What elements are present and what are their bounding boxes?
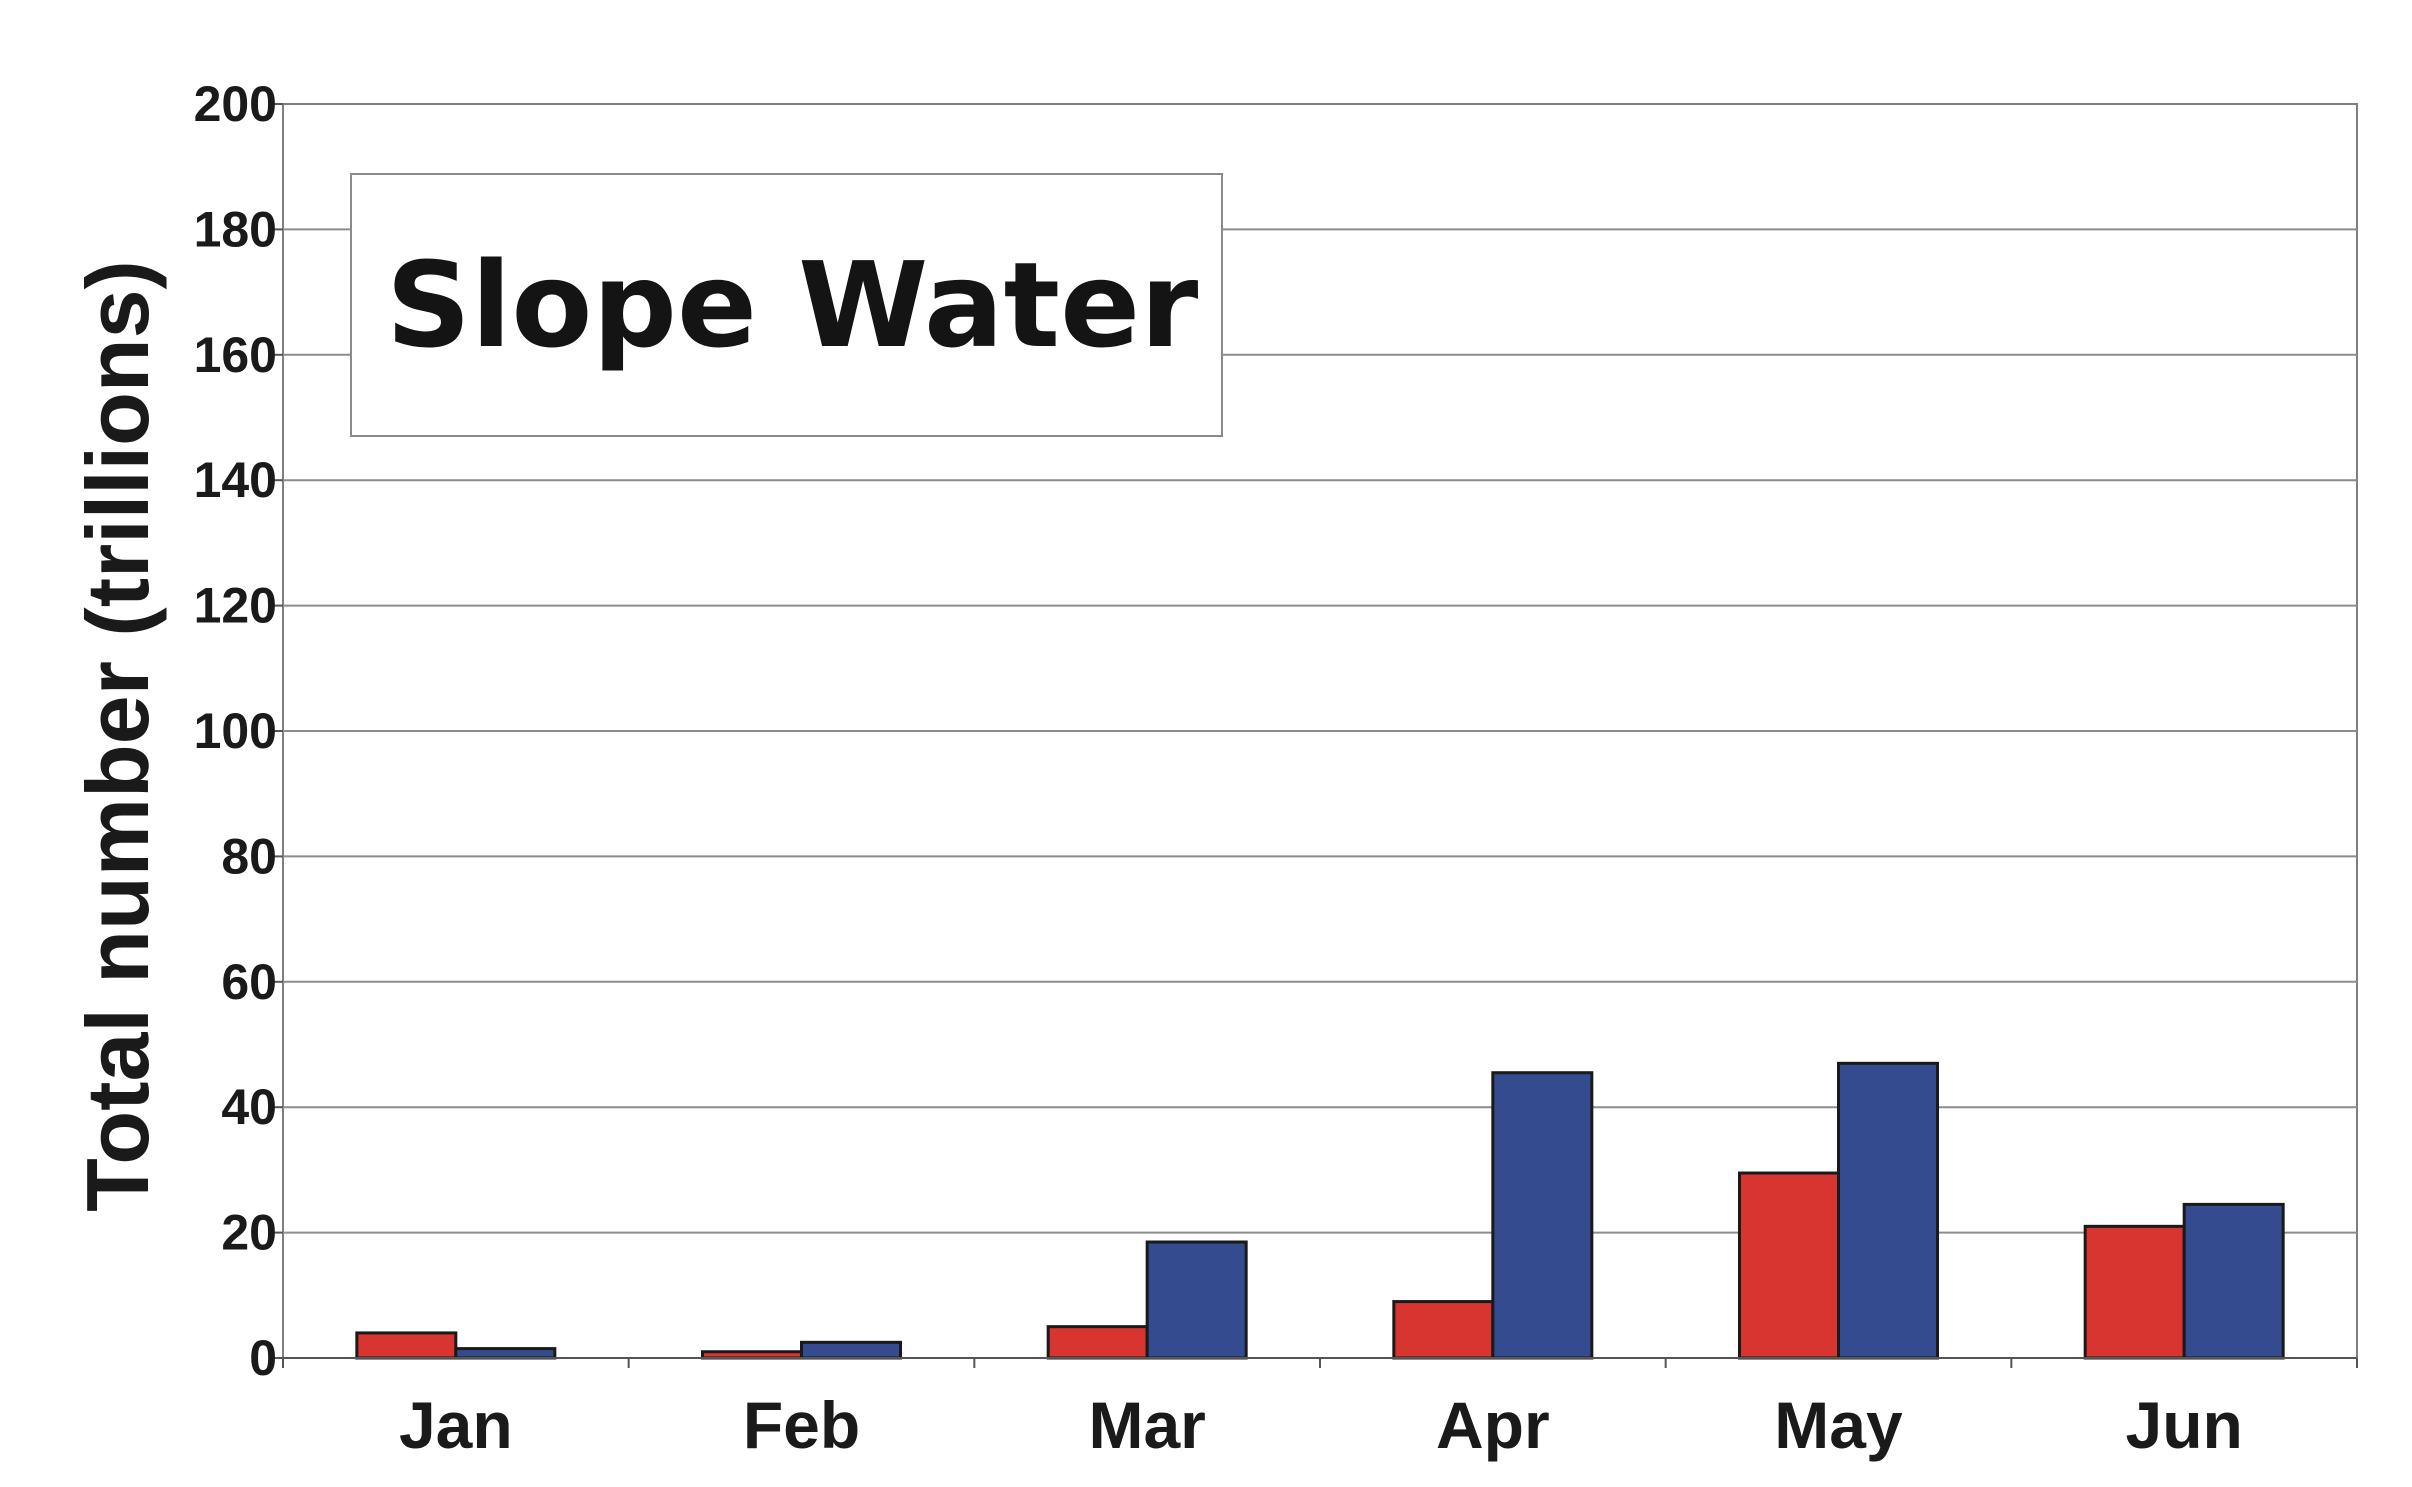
y-tick-label: 140: [194, 452, 277, 508]
bar-may-series-2: [1837, 1061, 1939, 1360]
chart-title: Slope Water: [386, 236, 1198, 374]
bar-mar-series-1: [1046, 1325, 1149, 1360]
x-axis-ticks: Jan Feb Mar Apr May Jun: [282, 1358, 2358, 1462]
y-tick-label: 100: [194, 703, 277, 759]
bar-feb-series-2: [800, 1340, 902, 1360]
title-box: Slope Water: [350, 173, 1223, 437]
bar-jun-series-2: [2182, 1202, 2285, 1360]
bar-jun-series-1: [2083, 1224, 2186, 1360]
x-tick-label: Mar: [1088, 1388, 1205, 1462]
y-tick-label: 160: [194, 327, 277, 383]
bars: [355, 1061, 2285, 1360]
bar-mar-series-2: [1145, 1240, 1248, 1360]
y-tick-label: 0: [249, 1330, 277, 1386]
x-tick-label: May: [1774, 1388, 1903, 1462]
y-tick-label: 80: [221, 828, 277, 884]
y-axis-title: Total number (trillions): [68, 260, 167, 1212]
y-tick-label: 40: [221, 1079, 277, 1135]
x-tick-label: Apr: [1436, 1388, 1550, 1462]
y-axis-ticks: 0 20 40 60 80 100 120 140 160 180 200: [194, 76, 283, 1386]
bar-jan-series-1: [355, 1331, 458, 1360]
y-tick-label: 200: [194, 76, 277, 132]
y-tick-label: 120: [194, 578, 277, 634]
bar-apr-series-2: [1491, 1071, 1594, 1360]
y-tick-label: 20: [221, 1205, 277, 1261]
x-tick-label: Jun: [2125, 1388, 2242, 1462]
bar-jan-series-2: [454, 1347, 557, 1360]
y-tick-label: 180: [194, 201, 277, 257]
x-tick-label: Jan: [399, 1388, 513, 1462]
y-tick-label: 60: [221, 954, 277, 1010]
x-tick-label: Feb: [743, 1388, 860, 1462]
title-box-frame: [350, 173, 1223, 437]
bar-may-series-1: [1738, 1171, 1840, 1360]
bar-apr-series-1: [1392, 1300, 1495, 1360]
